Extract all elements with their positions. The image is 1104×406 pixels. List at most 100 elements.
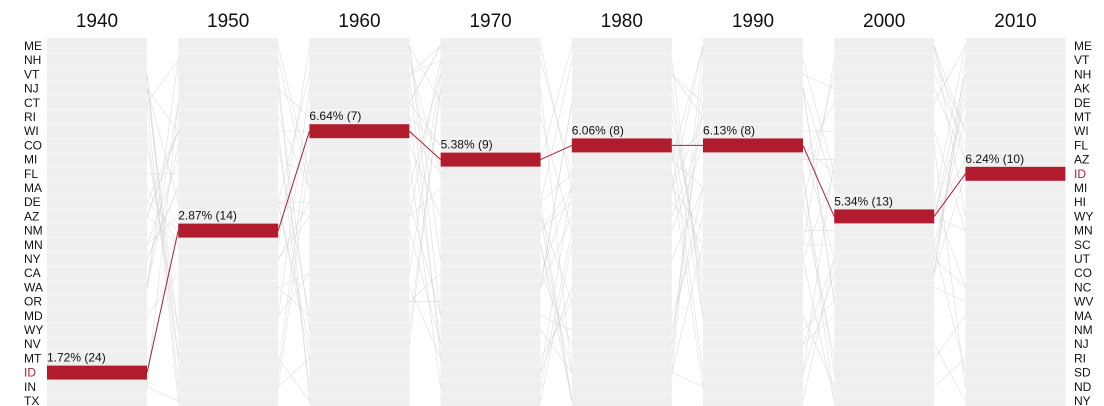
left-state-label: MN xyxy=(24,238,43,252)
right-state-label: AZ xyxy=(1074,153,1089,167)
background-connector xyxy=(802,159,835,373)
background-connector xyxy=(277,358,310,402)
year-label-1980: 1980 xyxy=(601,11,643,32)
right-state-label: MI xyxy=(1074,181,1087,195)
background-connector xyxy=(540,187,573,231)
background-connector xyxy=(146,102,179,288)
background-connector xyxy=(277,116,310,189)
series-connector-ID xyxy=(540,144,573,161)
background-connector xyxy=(540,216,573,302)
background-connector xyxy=(933,88,966,160)
background-connector xyxy=(540,230,573,387)
background-connector xyxy=(540,202,573,402)
background-connector xyxy=(802,273,835,373)
series-connector-ID xyxy=(409,130,441,160)
background-connector xyxy=(540,201,573,231)
background-connector xyxy=(671,45,704,160)
background-connector xyxy=(540,60,573,203)
background-connector xyxy=(409,45,441,260)
background-connector xyxy=(933,344,966,402)
background-connector xyxy=(933,244,966,373)
left-state-label: AZ xyxy=(24,209,39,223)
background-connector xyxy=(802,301,835,331)
left-state-label: CT xyxy=(24,96,41,110)
right-state-label: SC xyxy=(1074,238,1091,252)
background-connector xyxy=(933,88,966,260)
right-state-label: ID xyxy=(1074,167,1086,181)
left-state-label: TX xyxy=(24,394,39,406)
series-bar-2000 xyxy=(834,209,935,224)
year-labels: 1940 1950 1960 1970 1980 1990 2000 2010 xyxy=(76,11,1037,32)
background-connector xyxy=(802,315,835,387)
left-state-label: FL xyxy=(24,167,38,181)
right-state-label: RI xyxy=(1074,351,1086,365)
background-connector xyxy=(540,301,573,359)
background-connector xyxy=(277,272,310,317)
background-connector xyxy=(933,60,966,274)
background-connector xyxy=(934,287,966,302)
background-connector xyxy=(671,74,704,373)
background-connector xyxy=(540,102,573,288)
left-state-label: MD xyxy=(24,309,43,323)
background-connector xyxy=(540,116,573,231)
left-state-label: VT xyxy=(24,67,40,81)
background-connector xyxy=(540,45,573,189)
year-column-1970 xyxy=(440,38,541,406)
left-state-label: NY xyxy=(24,252,41,266)
background-connector xyxy=(671,187,704,231)
left-state-label: WI xyxy=(24,124,39,138)
series-bar-1980 xyxy=(571,138,672,153)
right-state-label: WV xyxy=(1074,295,1093,309)
background-connector xyxy=(409,60,441,217)
background-connector xyxy=(146,74,179,387)
left-state-label: DE xyxy=(24,195,41,209)
right-state-label: VT xyxy=(1074,53,1090,67)
right-state-label: MT xyxy=(1074,110,1092,124)
left-state-label: NV xyxy=(24,337,41,351)
right-state-label: NC xyxy=(1074,280,1092,294)
background-connector xyxy=(802,173,835,373)
background-connector xyxy=(277,202,310,345)
right-state-label: NY xyxy=(1074,394,1091,406)
background-connector xyxy=(277,202,310,359)
left-state-axis: MENHVTNJCTRIWICOMIFLMADEAZNMMNNYCAWAORMD… xyxy=(24,39,43,406)
background-connector xyxy=(802,60,835,174)
background-connector xyxy=(540,173,573,203)
background-connector xyxy=(146,145,179,288)
background-connector xyxy=(802,88,835,302)
background-connector xyxy=(802,173,835,402)
background-connector xyxy=(409,74,441,274)
right-state-label: HI xyxy=(1074,195,1086,209)
background-connector xyxy=(933,45,966,217)
left-state-label: OR xyxy=(24,295,42,309)
right-state-label: NJ xyxy=(1074,337,1089,351)
background-connector xyxy=(409,116,441,345)
background-connector xyxy=(933,60,966,132)
background-connector xyxy=(671,187,704,331)
highlight-series-line xyxy=(146,130,966,373)
left-state-label: NM xyxy=(24,224,43,238)
right-state-label: AK xyxy=(1074,82,1090,96)
background-connector xyxy=(409,187,441,217)
background-connector xyxy=(277,358,310,388)
background-connector xyxy=(146,131,179,359)
background-connector xyxy=(409,272,441,302)
background-connector xyxy=(933,145,966,387)
background-connectors xyxy=(146,45,966,402)
data-label-2010: 6.24% (10) xyxy=(965,152,1024,166)
background-connector xyxy=(540,187,573,274)
background-connector xyxy=(146,386,179,402)
background-connector xyxy=(277,131,310,373)
year-columns xyxy=(47,38,1066,406)
right-state-axis: MEVTNHAKDEMTWIFLAZIDMIHIWYMNSCUTCONCWVMA… xyxy=(1074,39,1093,406)
left-state-label: ID xyxy=(24,366,36,380)
left-state-label: MI xyxy=(24,153,37,167)
left-state-label: NJ xyxy=(24,82,39,96)
background-connector xyxy=(933,45,966,160)
year-label-1950: 1950 xyxy=(207,11,249,32)
background-connector xyxy=(277,88,310,316)
background-connector xyxy=(933,202,966,288)
background-connector xyxy=(146,131,179,217)
year-column-1980 xyxy=(571,38,672,406)
series-connector-ID xyxy=(933,173,966,217)
